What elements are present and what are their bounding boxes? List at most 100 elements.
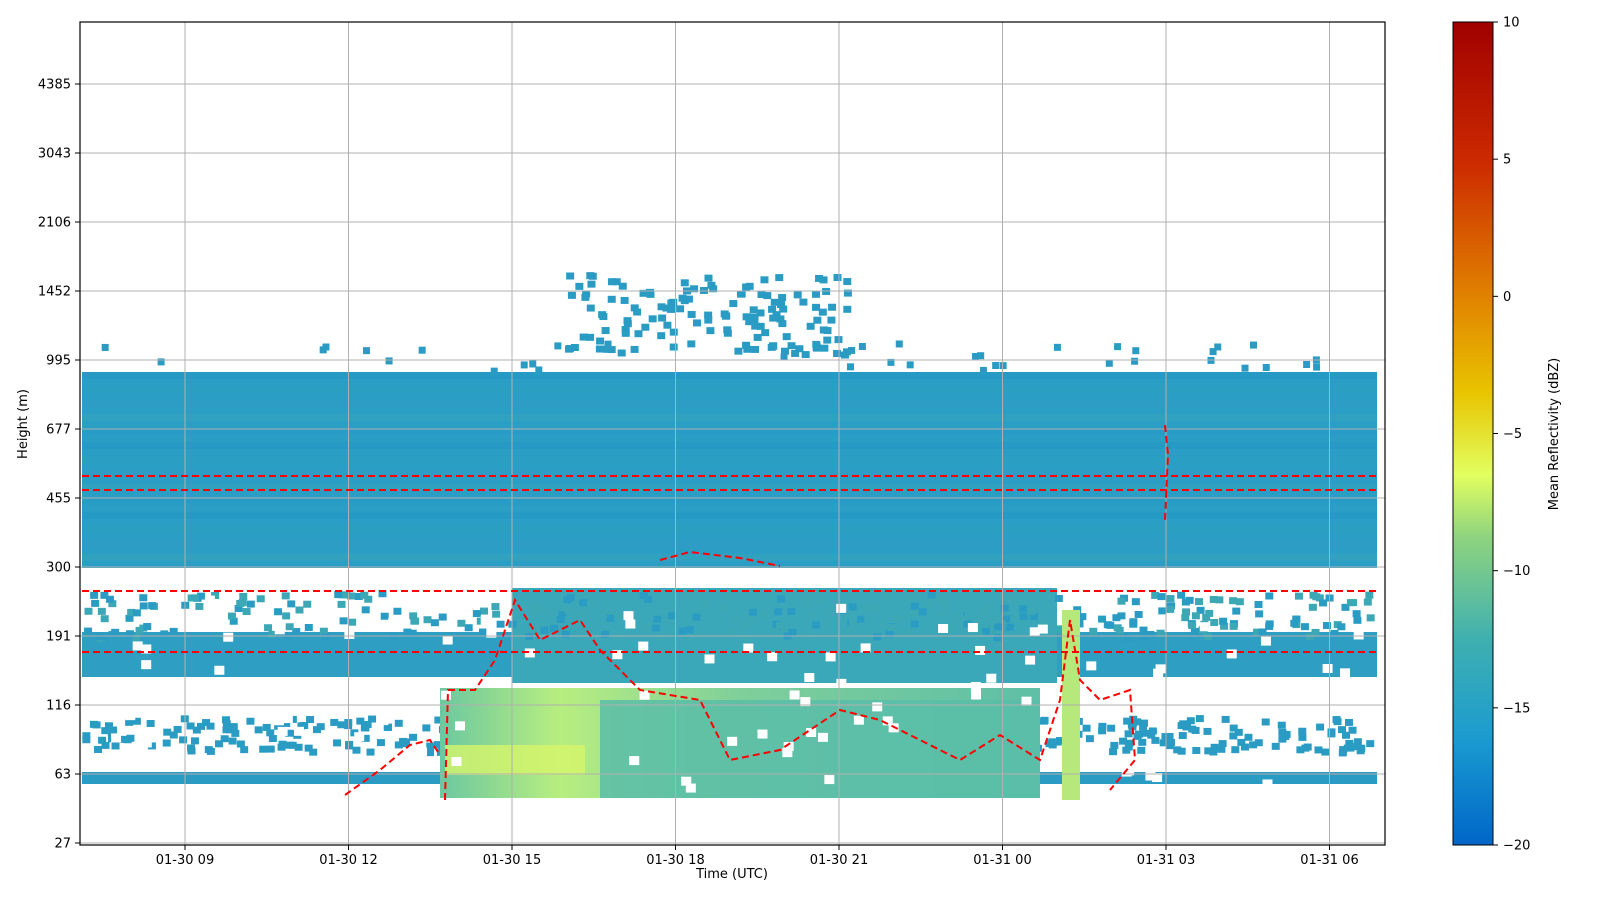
echo-pixel [228, 737, 237, 745]
echo-pixel [390, 633, 399, 641]
echo-pixel [658, 314, 667, 322]
data-gap [454, 721, 465, 731]
echo-pixel [1277, 721, 1286, 729]
echo-pixel [1124, 634, 1133, 642]
echo-pixel [409, 733, 418, 741]
echo-pixel [879, 622, 888, 630]
echo-pixel [887, 624, 896, 632]
echo-pixel [264, 624, 273, 632]
echo-pixel [955, 612, 964, 620]
echo-pixel [601, 630, 610, 638]
echo-pixel [667, 299, 676, 307]
echo-pixel [105, 595, 114, 603]
data-gap [1029, 627, 1040, 637]
data-gap [354, 732, 365, 742]
echo-pixel [770, 298, 779, 306]
x-axis: 01-30 09 01-30 12 01-30 15 01-30 18 01-30 21… [156, 845, 1359, 868]
data-gap [1021, 696, 1032, 706]
echo-pixel [322, 343, 330, 351]
echo-pixel [1217, 745, 1226, 753]
echo-pixel [974, 617, 983, 625]
y-tick-label: 4385 [38, 78, 71, 93]
echo-pixel [1313, 363, 1321, 371]
echo-pixel [535, 366, 543, 374]
echo-pixel [788, 628, 797, 636]
data-gap [287, 758, 298, 768]
echo-pixel [1330, 629, 1339, 637]
echo-pixel [84, 607, 93, 615]
colorbar-tick-label: −5 [1503, 427, 1522, 442]
echo-pixel [734, 347, 743, 355]
data-gap [612, 650, 623, 660]
echo-pixel [1203, 727, 1212, 735]
y-tick-label: 3043 [38, 147, 71, 162]
data-gap [125, 711, 136, 721]
echo-pixel [1040, 618, 1049, 626]
x-axis-label: Time (UTC) [695, 867, 768, 882]
echo-pixel [601, 327, 610, 335]
echo-pixel [1352, 610, 1361, 618]
echo-pixel [678, 627, 687, 635]
data-gap [277, 726, 288, 736]
echo-pixel [699, 612, 708, 620]
echo-pixel [173, 725, 182, 733]
echo-pixel [811, 621, 820, 629]
echo-pixel [823, 336, 832, 344]
echo-pixel [843, 278, 852, 286]
data-gap [817, 732, 828, 742]
echo-pixel [1139, 719, 1148, 727]
echo-pixel [687, 340, 696, 348]
echo-pixel [1365, 591, 1374, 599]
echo-pixel [685, 626, 694, 634]
echo-pixel [663, 321, 672, 329]
echo-pixel [1048, 741, 1057, 749]
echo-pixel [1229, 724, 1238, 732]
echo-pixel [385, 357, 393, 365]
upper-layer-stripe [82, 498, 1377, 505]
echo-pixel [1181, 614, 1190, 622]
echo-pixel [771, 624, 780, 632]
echo-pixel [354, 593, 363, 601]
data-gap [378, 716, 389, 726]
echo-pixel [1182, 608, 1191, 616]
echo-pixel [623, 320, 632, 328]
echo-pixel [334, 591, 343, 599]
data-gap [388, 617, 399, 627]
echo-pixel [1195, 598, 1204, 606]
echo-pixel [981, 627, 990, 635]
data-gap [273, 716, 284, 726]
echo-pixel [765, 594, 774, 602]
echo-pixel [653, 615, 662, 623]
low-layer-east [600, 700, 1040, 798]
echo-pixel [588, 272, 597, 280]
echo-pixel [1353, 616, 1362, 624]
echo-pixel [1296, 746, 1305, 754]
echo-pixel [1148, 727, 1157, 735]
echo-pixel [704, 274, 713, 282]
echo-pixel [146, 719, 155, 727]
plot-area [79, 21, 1386, 846]
echo-pixel [1338, 726, 1347, 734]
echo-pixel [131, 634, 140, 642]
echo-pixel [745, 282, 754, 290]
echo-pixel [211, 592, 220, 600]
echo-pixel [139, 602, 148, 610]
echo-pixel [1151, 736, 1160, 744]
echo-pixel [667, 612, 676, 620]
echo-pixel [306, 716, 315, 724]
echo-pixel [108, 600, 117, 608]
upper-layer-stripe [82, 414, 1377, 421]
data-gap [872, 702, 883, 712]
echo-pixel [676, 305, 685, 313]
echo-pixel [319, 627, 328, 635]
echo-pixel [356, 717, 365, 725]
upper-layer-stripe [82, 428, 1377, 435]
echo-pixel [179, 736, 188, 744]
data-gap [1152, 773, 1163, 783]
echo-pixel [833, 274, 842, 282]
echo-pixel [819, 276, 828, 284]
echo-pixel [1319, 599, 1328, 607]
echo-pixel [763, 292, 772, 300]
echo-pixel [566, 272, 575, 280]
echo-pixel [602, 610, 611, 618]
